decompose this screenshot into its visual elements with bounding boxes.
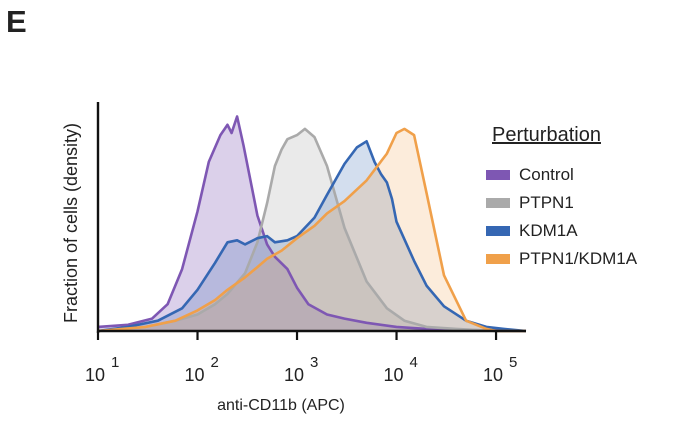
x-tick-label-exponent: 2 (211, 354, 219, 371)
legend-items: Control PTPN1 KDM1A PTPN1/KDM1A (486, 161, 637, 273)
series-area-ptpn1 (98, 128, 526, 331)
legend-item-kdm1a: KDM1A (486, 217, 637, 245)
x-ticks: 10 1 10 2 10 3 10 4 10 5 (85, 331, 517, 385)
legend-item-control: Control (486, 161, 637, 189)
x-tick-label-base: 10 (284, 365, 304, 385)
legend-label: Control (519, 165, 574, 184)
legend-swatch (486, 226, 510, 236)
legend-title: Perturbation (492, 124, 601, 146)
legend-item-ptpn1-kdm1a: PTPN1/KDM1A (486, 245, 637, 273)
legend-label: PTPN1/KDM1A (519, 249, 638, 268)
panel-label: E (6, 4, 27, 39)
x-tick-label-exponent: 1 (111, 354, 119, 371)
legend: Perturbation Control PTPN1 KDM1A PTPN1/KDM1… (486, 124, 637, 273)
y-axis-label: Fraction of cells (density) (61, 123, 81, 323)
series-line-ptpn1-kdm1a (97, 127, 526, 333)
x-tick-label-base: 10 (184, 365, 204, 385)
x-tick-label-base: 10 (483, 365, 503, 385)
series-line-kdm1a (97, 140, 527, 333)
legend-swatch (486, 254, 510, 264)
x-tick-label-base: 10 (384, 365, 404, 385)
legend-swatch (486, 170, 510, 180)
series-line-ptpn1 (97, 127, 526, 333)
plot-area (97, 115, 527, 333)
x-tick-label-exponent: 4 (410, 354, 418, 371)
x-tick-label-exponent: 3 (310, 354, 318, 371)
series-area-kdm1a (98, 141, 526, 331)
series-area-ptpn1-kdm1a (98, 128, 526, 331)
legend-swatch (486, 198, 510, 208)
legend-label: PTPN1 (519, 193, 574, 212)
legend-label: KDM1A (519, 221, 578, 240)
series-line-control (97, 115, 527, 333)
x-axis-label: anti-CD11b (APC) (217, 397, 345, 414)
x-tick-label-exponent: 5 (509, 354, 517, 371)
legend-item-ptpn1: PTPN1 (486, 189, 637, 217)
x-tick-label-base: 10 (85, 365, 105, 385)
